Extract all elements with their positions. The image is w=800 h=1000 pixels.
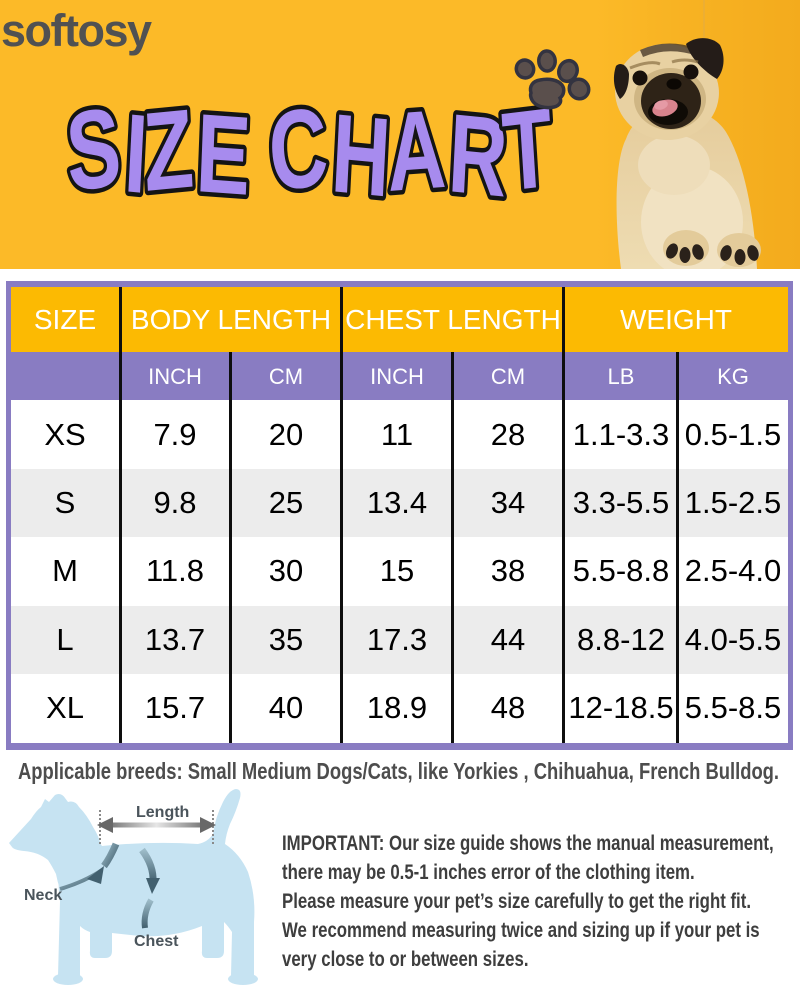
svg-text:Length: Length <box>136 804 189 821</box>
svg-text:Neck: Neck <box>24 887 62 904</box>
svg-text:SIZE CHART: SIZE CHART <box>60 85 557 219</box>
svg-text:Chest: Chest <box>134 933 179 950</box>
